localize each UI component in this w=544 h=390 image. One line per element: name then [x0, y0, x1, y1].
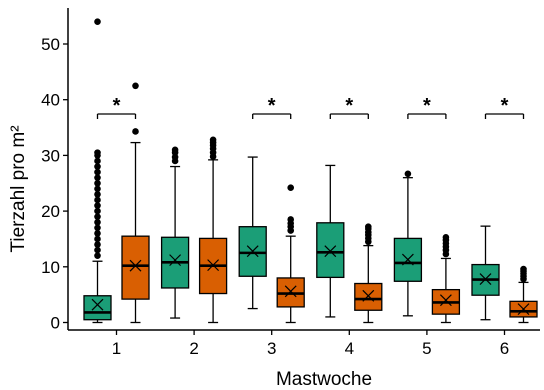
outlier-point	[209, 136, 217, 144]
outlier-point	[94, 213, 101, 220]
significance-bracket-cat3: *	[252, 95, 292, 119]
x-tick-label: 5	[422, 339, 431, 358]
outlier-point	[94, 218, 101, 226]
mean-marker	[169, 254, 182, 267]
box-series1-cat4	[316, 164, 345, 318]
y-tick-label: 50	[41, 35, 60, 54]
mean-marker	[284, 285, 297, 298]
x-tick-label: 1	[112, 339, 121, 358]
box-series2-cat4	[354, 223, 383, 324]
plot-area: * * * * *	[83, 18, 538, 324]
outlier-point	[94, 224, 101, 232]
y-tick-label: 40	[41, 91, 60, 110]
outlier-point	[94, 241, 101, 248]
box-series1-cat5	[393, 170, 423, 317]
outlier-point	[287, 184, 295, 192]
outlier-point	[94, 230, 101, 237]
outlier-point	[94, 252, 101, 259]
outlier-point	[94, 157, 101, 165]
y-axis-title: Tierzahl pro m²	[8, 125, 29, 252]
mean-marker	[129, 259, 142, 272]
box-series2-cat2	[198, 136, 228, 324]
significance-bracket-cat4: *	[329, 95, 369, 119]
box-series2-cat3	[276, 184, 305, 324]
mean-marker	[479, 273, 492, 285]
outlier-point	[94, 179, 101, 187]
x-tick-label: 3	[267, 339, 276, 358]
outlier-point	[94, 18, 101, 26]
x-axis-title: Mastwoche	[276, 369, 372, 390]
outlier-point	[94, 196, 101, 204]
significance-label: *	[113, 95, 121, 117]
x-tick-label: 6	[500, 339, 509, 358]
outlier-point	[94, 235, 101, 243]
outlier-point	[287, 216, 295, 223]
outlier-point	[132, 128, 139, 135]
outlier-point	[171, 146, 179, 154]
mean-marker	[362, 289, 375, 302]
mean-marker	[324, 245, 337, 258]
y-tick-label: 30	[41, 146, 60, 165]
axes: 0 10 20 30 40 50 1 2 3 4 5 6	[41, 8, 540, 358]
y-tick-label: 0	[51, 314, 60, 333]
box-series1-cat3	[238, 156, 267, 310]
mean-marker	[207, 259, 220, 272]
significance-bracket-cat6: *	[484, 95, 525, 119]
outlier-point	[94, 191, 101, 198]
box-series1-cat6	[471, 225, 500, 321]
outlier-point	[520, 265, 527, 273]
mean-marker	[246, 245, 259, 258]
x-tick-label: 2	[189, 339, 198, 358]
box-iqr	[83, 295, 112, 321]
mean-marker	[517, 303, 530, 316]
mean-marker	[401, 253, 414, 266]
box-series2-cat5	[431, 233, 461, 324]
outlier-point	[94, 185, 101, 193]
mean-marker	[439, 294, 452, 307]
y-tick-label: 10	[41, 258, 60, 277]
box-series1-cat2	[160, 146, 190, 319]
outlier-point	[94, 168, 101, 176]
significance-bracket-cat1: *	[96, 95, 137, 119]
box-iqr	[354, 282, 383, 311]
outlier-point	[94, 246, 101, 254]
outlier-point	[132, 82, 139, 90]
significance-label: *	[268, 95, 276, 117]
outlier-point	[442, 233, 450, 241]
box-iqr	[121, 235, 150, 300]
outlier-point	[94, 163, 101, 170]
outlier-point	[94, 149, 101, 156]
x-tick-label: 4	[345, 339, 354, 358]
significance-label: *	[501, 95, 509, 117]
box-iqr	[316, 222, 345, 279]
significance-bracket-cat5: *	[407, 95, 447, 119]
box-series1-cat1	[83, 18, 112, 324]
significance-label: *	[423, 95, 431, 117]
significance-label: *	[345, 95, 353, 117]
outlier-point	[365, 223, 372, 230]
outlier-point	[404, 170, 412, 178]
y-tick-label: 20	[41, 202, 60, 221]
outlier-point	[94, 174, 101, 181]
outlier-point	[94, 202, 101, 209]
box-series2-cat1	[121, 82, 150, 324]
outlier-point	[94, 207, 101, 215]
box-series2-cat6	[509, 265, 538, 324]
mean-marker	[91, 298, 104, 311]
